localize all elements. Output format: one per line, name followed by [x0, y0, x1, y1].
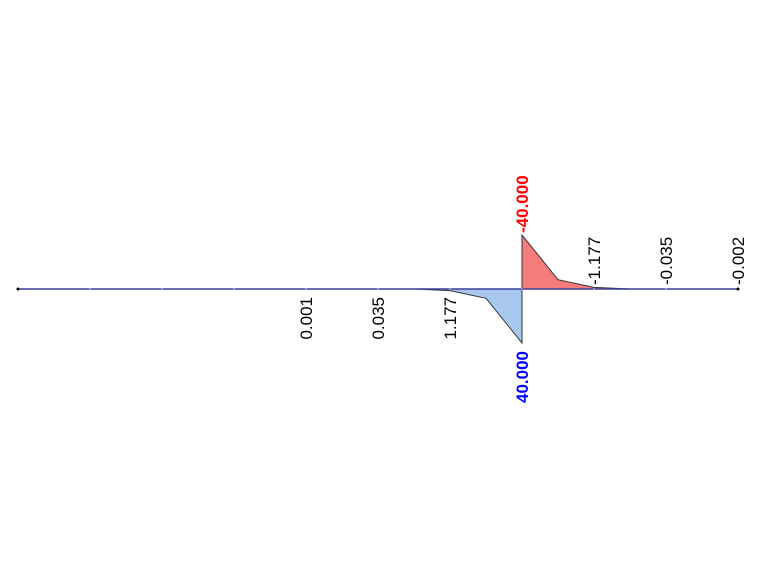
node-marker [16, 287, 20, 291]
node-marker [377, 288, 379, 290]
node-marker [89, 288, 91, 290]
value-label: -1.177 [585, 237, 604, 285]
value-label: -40.000 [513, 175, 532, 233]
value-label: 0.001 [297, 297, 316, 340]
node-marker [521, 288, 523, 290]
node-marker [161, 288, 163, 290]
node-marker [449, 288, 451, 290]
negative-region [521, 233, 631, 290]
node-marker [305, 288, 307, 290]
node-marker [665, 288, 667, 290]
value-label: 0.035 [369, 297, 388, 340]
node-marker [593, 288, 595, 290]
positive-region [413, 288, 523, 345]
value-label: 40.000 [513, 351, 532, 403]
value-label: -0.035 [657, 237, 676, 285]
node-marker [233, 288, 235, 290]
value-label: -0.002 [729, 237, 748, 285]
node-marker [736, 287, 740, 291]
value-label: 1.177 [441, 297, 460, 340]
